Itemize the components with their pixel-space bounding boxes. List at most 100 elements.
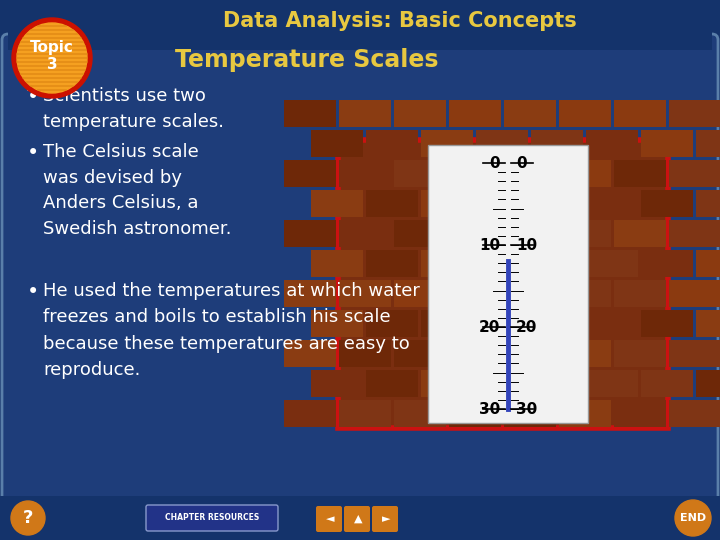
FancyBboxPatch shape bbox=[366, 130, 418, 157]
Bar bbox=[8, 30, 712, 50]
FancyBboxPatch shape bbox=[146, 505, 278, 531]
FancyBboxPatch shape bbox=[366, 310, 418, 337]
Text: 30: 30 bbox=[479, 402, 500, 416]
Text: 20: 20 bbox=[516, 320, 537, 334]
Text: 10: 10 bbox=[479, 238, 500, 253]
FancyBboxPatch shape bbox=[284, 340, 336, 367]
Text: Data Analysis: Basic Concepts: Data Analysis: Basic Concepts bbox=[223, 11, 577, 31]
Circle shape bbox=[675, 500, 711, 536]
FancyBboxPatch shape bbox=[339, 400, 391, 427]
FancyBboxPatch shape bbox=[421, 310, 473, 337]
FancyBboxPatch shape bbox=[641, 190, 693, 217]
Text: ►: ► bbox=[382, 514, 390, 524]
FancyBboxPatch shape bbox=[394, 280, 446, 307]
FancyBboxPatch shape bbox=[449, 100, 501, 127]
FancyBboxPatch shape bbox=[504, 400, 556, 427]
FancyBboxPatch shape bbox=[669, 160, 720, 187]
FancyBboxPatch shape bbox=[531, 130, 583, 157]
FancyBboxPatch shape bbox=[586, 370, 638, 397]
Circle shape bbox=[17, 23, 87, 93]
FancyBboxPatch shape bbox=[586, 130, 638, 157]
FancyBboxPatch shape bbox=[449, 340, 501, 367]
Bar bbox=[0, 496, 720, 540]
FancyBboxPatch shape bbox=[311, 370, 363, 397]
FancyBboxPatch shape bbox=[696, 310, 720, 337]
FancyBboxPatch shape bbox=[504, 280, 556, 307]
Text: •: • bbox=[27, 282, 40, 302]
FancyBboxPatch shape bbox=[366, 370, 418, 397]
FancyBboxPatch shape bbox=[476, 190, 528, 217]
Text: •: • bbox=[27, 143, 40, 163]
FancyBboxPatch shape bbox=[311, 250, 363, 277]
FancyBboxPatch shape bbox=[339, 100, 391, 127]
Text: The Celsius scale
was devised by
Anders Celsius, a
Swedish astronomer.: The Celsius scale was devised by Anders … bbox=[43, 143, 232, 238]
FancyBboxPatch shape bbox=[504, 160, 556, 187]
FancyBboxPatch shape bbox=[614, 220, 666, 247]
FancyBboxPatch shape bbox=[476, 130, 528, 157]
FancyBboxPatch shape bbox=[284, 220, 336, 247]
FancyBboxPatch shape bbox=[394, 340, 446, 367]
Text: Topic
3: Topic 3 bbox=[30, 40, 74, 72]
FancyBboxPatch shape bbox=[316, 506, 342, 532]
FancyBboxPatch shape bbox=[696, 130, 720, 157]
FancyBboxPatch shape bbox=[394, 400, 446, 427]
FancyBboxPatch shape bbox=[669, 340, 720, 367]
FancyBboxPatch shape bbox=[339, 340, 391, 367]
Text: 0: 0 bbox=[516, 156, 526, 171]
FancyBboxPatch shape bbox=[366, 250, 418, 277]
Circle shape bbox=[11, 501, 45, 535]
FancyBboxPatch shape bbox=[669, 220, 720, 247]
FancyBboxPatch shape bbox=[559, 220, 611, 247]
Text: END: END bbox=[680, 513, 706, 523]
FancyBboxPatch shape bbox=[641, 250, 693, 277]
FancyBboxPatch shape bbox=[449, 280, 501, 307]
FancyBboxPatch shape bbox=[476, 370, 528, 397]
Text: 10: 10 bbox=[516, 238, 537, 253]
Text: 0: 0 bbox=[490, 156, 500, 171]
Text: •: • bbox=[27, 87, 40, 107]
FancyBboxPatch shape bbox=[284, 280, 336, 307]
Text: CHAPTER RESOURCES: CHAPTER RESOURCES bbox=[165, 514, 259, 523]
FancyBboxPatch shape bbox=[339, 160, 391, 187]
FancyBboxPatch shape bbox=[284, 400, 336, 427]
FancyBboxPatch shape bbox=[641, 130, 693, 157]
FancyBboxPatch shape bbox=[504, 100, 556, 127]
FancyBboxPatch shape bbox=[2, 34, 718, 504]
FancyBboxPatch shape bbox=[311, 130, 363, 157]
FancyBboxPatch shape bbox=[531, 370, 583, 397]
FancyBboxPatch shape bbox=[421, 370, 473, 397]
FancyBboxPatch shape bbox=[559, 400, 611, 427]
FancyBboxPatch shape bbox=[559, 100, 611, 127]
FancyBboxPatch shape bbox=[284, 160, 336, 187]
FancyBboxPatch shape bbox=[696, 190, 720, 217]
Bar bbox=[428, 145, 588, 423]
FancyBboxPatch shape bbox=[696, 250, 720, 277]
FancyBboxPatch shape bbox=[614, 400, 666, 427]
FancyBboxPatch shape bbox=[476, 250, 528, 277]
FancyBboxPatch shape bbox=[421, 250, 473, 277]
FancyBboxPatch shape bbox=[641, 370, 693, 397]
FancyBboxPatch shape bbox=[669, 400, 720, 427]
FancyBboxPatch shape bbox=[449, 220, 501, 247]
FancyBboxPatch shape bbox=[339, 280, 391, 307]
FancyBboxPatch shape bbox=[311, 190, 363, 217]
FancyBboxPatch shape bbox=[531, 310, 583, 337]
FancyBboxPatch shape bbox=[372, 506, 398, 532]
FancyBboxPatch shape bbox=[559, 160, 611, 187]
FancyBboxPatch shape bbox=[641, 310, 693, 337]
Text: Scientists use two
temperature scales.: Scientists use two temperature scales. bbox=[43, 87, 224, 131]
FancyBboxPatch shape bbox=[586, 310, 638, 337]
FancyBboxPatch shape bbox=[614, 160, 666, 187]
FancyBboxPatch shape bbox=[338, 140, 668, 428]
FancyBboxPatch shape bbox=[696, 370, 720, 397]
FancyBboxPatch shape bbox=[366, 190, 418, 217]
FancyBboxPatch shape bbox=[476, 310, 528, 337]
Circle shape bbox=[12, 18, 92, 98]
FancyBboxPatch shape bbox=[531, 250, 583, 277]
FancyBboxPatch shape bbox=[344, 506, 370, 532]
FancyBboxPatch shape bbox=[449, 160, 501, 187]
FancyBboxPatch shape bbox=[559, 340, 611, 367]
Text: ◄: ◄ bbox=[325, 514, 334, 524]
FancyBboxPatch shape bbox=[311, 310, 363, 337]
FancyBboxPatch shape bbox=[586, 250, 638, 277]
